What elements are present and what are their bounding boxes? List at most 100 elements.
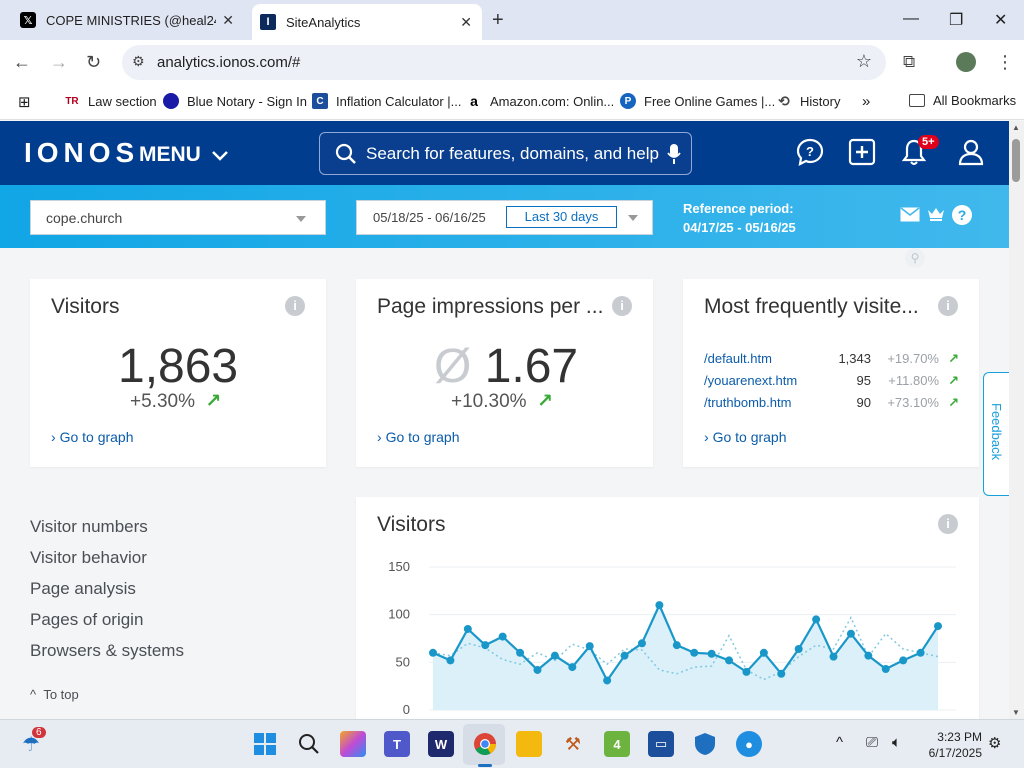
go-to-graph-link[interactable]: › Go to graph bbox=[704, 429, 787, 445]
go-to-graph-link[interactable]: › Go to graph bbox=[377, 429, 460, 445]
svg-text:?: ? bbox=[806, 144, 814, 159]
data-point bbox=[881, 665, 890, 674]
app-icon[interactable]: ● bbox=[736, 731, 762, 757]
range-preset-button[interactable]: Last 30 days bbox=[506, 206, 617, 228]
search-icon[interactable] bbox=[296, 731, 322, 757]
active-indicator bbox=[478, 764, 492, 767]
go-to-graph-link[interactable]: › Go to graph bbox=[51, 429, 134, 445]
nav-visitor-numbers[interactable]: Visitor numbers bbox=[30, 517, 148, 536]
calculator-icon: C bbox=[312, 93, 328, 109]
word-icon[interactable]: W bbox=[428, 731, 454, 757]
volume-icon[interactable]: 🔈︎ bbox=[892, 734, 902, 751]
feedback-tab[interactable]: Feedback bbox=[983, 372, 1009, 496]
copilot-icon[interactable] bbox=[340, 731, 366, 757]
to-top-link[interactable]: ^ To top bbox=[30, 687, 79, 702]
visitors-change: +5.30% ↗ bbox=[130, 391, 222, 412]
card-title: Most frequently visite... bbox=[704, 295, 919, 318]
menu-button[interactable]: MENU bbox=[139, 143, 229, 167]
help-chat-icon[interactable]: ? bbox=[795, 137, 825, 167]
chevron-down-icon bbox=[628, 215, 638, 221]
law-icon: TR bbox=[65, 95, 79, 107]
new-tab-button[interactable]: + bbox=[492, 9, 504, 31]
info-icon[interactable]: i bbox=[285, 296, 305, 316]
bookmark-law-section[interactable]: TR Law section bbox=[65, 93, 157, 109]
minimize-button[interactable]: — bbox=[903, 10, 919, 27]
notification-badge: 5+ bbox=[918, 135, 939, 149]
spreadsheet-app-icon[interactable]: 4 bbox=[604, 731, 630, 757]
nav-browsers-systems[interactable]: Browsers & systems bbox=[30, 641, 184, 660]
address-bar-row: ← → ↻ ⚙ analytics.ionos.com/# ☆ ⧉ ⋮ bbox=[0, 40, 1024, 86]
defender-shield-icon[interactable] bbox=[692, 731, 718, 757]
nav-visitor-behavior[interactable]: Visitor behavior bbox=[30, 548, 147, 567]
close-window-button[interactable]: ✕ bbox=[994, 12, 1008, 29]
nav-page-analysis[interactable]: Page analysis bbox=[30, 579, 136, 598]
apps-grid-icon[interactable]: ⊞ bbox=[18, 94, 31, 111]
card-title: Page impressions per ... bbox=[377, 295, 604, 318]
page-link[interactable]: /truthbomb.htm bbox=[704, 395, 792, 410]
close-tab-icon[interactable]: ✕ bbox=[222, 11, 234, 28]
ionos-logo[interactable]: IONOS bbox=[24, 137, 140, 168]
tab-twitter[interactable]: 𝕏 COPE MINISTRIES (@heal247) / ✕ bbox=[12, 0, 244, 40]
weather-umbrella-icon[interactable]: ☂ bbox=[22, 733, 40, 756]
info-icon[interactable]: i bbox=[612, 296, 632, 316]
data-point bbox=[742, 667, 751, 676]
user-account-icon[interactable] bbox=[956, 137, 986, 167]
visitors-line-chart: 150 100 50 0 bbox=[388, 559, 956, 717]
network-icon[interactable]: ⎚ bbox=[866, 734, 879, 751]
show-hidden-icons[interactable]: ^ bbox=[836, 734, 844, 751]
help-icon[interactable]: ? bbox=[952, 205, 972, 225]
data-point bbox=[620, 651, 629, 660]
email-icon[interactable] bbox=[900, 207, 920, 222]
system-clock[interactable]: 3:23 PM 6/17/2025 bbox=[928, 730, 982, 760]
start-icon[interactable] bbox=[252, 731, 278, 757]
bookmark-free-games[interactable]: P Free Online Games |... bbox=[620, 93, 775, 109]
impressions-change: +10.30% ↗ bbox=[451, 391, 554, 412]
notification-center-icon[interactable]: ⚙ bbox=[988, 735, 1002, 752]
scrollbar-thumb[interactable] bbox=[1012, 139, 1020, 182]
restore-button[interactable]: ❐ bbox=[949, 12, 964, 29]
bookmark-amazon[interactable]: a Amazon.com: Onlin... bbox=[466, 93, 614, 109]
scroll-up-icon[interactable]: ▲ bbox=[1012, 123, 1020, 132]
bookmark-blue-notary[interactable]: Blue Notary - Sign In bbox=[163, 93, 307, 109]
weather-badge: 6 bbox=[32, 727, 46, 738]
teams-icon[interactable]: T bbox=[384, 731, 410, 757]
tab-siteanalytics[interactable]: I SiteAnalytics ✕ bbox=[252, 4, 482, 40]
reload-icon[interactable]: ↻ bbox=[86, 52, 102, 72]
domain-select[interactable]: cope.church bbox=[30, 200, 326, 235]
page-link[interactable]: /youarenext.htm bbox=[704, 373, 798, 388]
crown-icon[interactable] bbox=[927, 206, 945, 221]
data-point bbox=[829, 652, 838, 661]
presentation-app-icon[interactable]: ▭ bbox=[648, 731, 674, 757]
chrome-icon[interactable] bbox=[472, 731, 498, 757]
browser-menu-icon[interactable]: ⋮ bbox=[996, 52, 1014, 72]
app-icon[interactable]: ⚒ bbox=[564, 733, 582, 754]
back-icon[interactable]: ← bbox=[13, 52, 31, 72]
close-tab-icon[interactable]: ✕ bbox=[460, 13, 472, 30]
link-icon[interactable]: ⚲ bbox=[905, 248, 925, 268]
search-input[interactable]: Search for features, domains, and help bbox=[319, 132, 692, 175]
notary-icon bbox=[163, 93, 179, 109]
extensions-icon[interactable]: ⧉ bbox=[903, 52, 916, 71]
bookmark-star-icon[interactable]: ☆ bbox=[855, 51, 872, 71]
profile-avatar[interactable] bbox=[956, 52, 976, 72]
forward-icon[interactable]: → bbox=[50, 52, 68, 72]
data-point bbox=[899, 656, 908, 665]
url-field[interactable]: ⚙ analytics.ionos.com/# ☆ bbox=[122, 45, 886, 80]
nav-pages-of-origin[interactable]: Pages of origin bbox=[30, 610, 144, 629]
scroll-down-icon[interactable]: ▼ bbox=[1012, 708, 1020, 717]
scrollbar[interactable]: ▲ ▼ bbox=[1009, 121, 1024, 719]
info-icon[interactable]: i bbox=[938, 296, 958, 316]
site-info-icon[interactable]: ⚙ bbox=[132, 53, 145, 69]
add-icon[interactable] bbox=[847, 137, 877, 167]
file-explorer-icon[interactable] bbox=[516, 731, 542, 757]
history-icon: ⟲ bbox=[778, 92, 790, 109]
more-bookmarks-icon[interactable]: » bbox=[862, 93, 871, 110]
bookmark-history[interactable]: ⟲ History bbox=[776, 93, 840, 109]
microphone-icon[interactable] bbox=[667, 143, 681, 165]
all-bookmarks[interactable]: All Bookmarks bbox=[909, 93, 1016, 108]
page-link[interactable]: /default.htm bbox=[704, 351, 772, 366]
chevron-down-icon bbox=[211, 151, 228, 161]
bookmark-inflation-calculator[interactable]: C Inflation Calculator |... bbox=[312, 93, 462, 109]
info-icon[interactable]: i bbox=[938, 514, 958, 534]
date-range-select[interactable]: 05/18/25 - 06/16/25 Last 30 days bbox=[356, 200, 653, 235]
